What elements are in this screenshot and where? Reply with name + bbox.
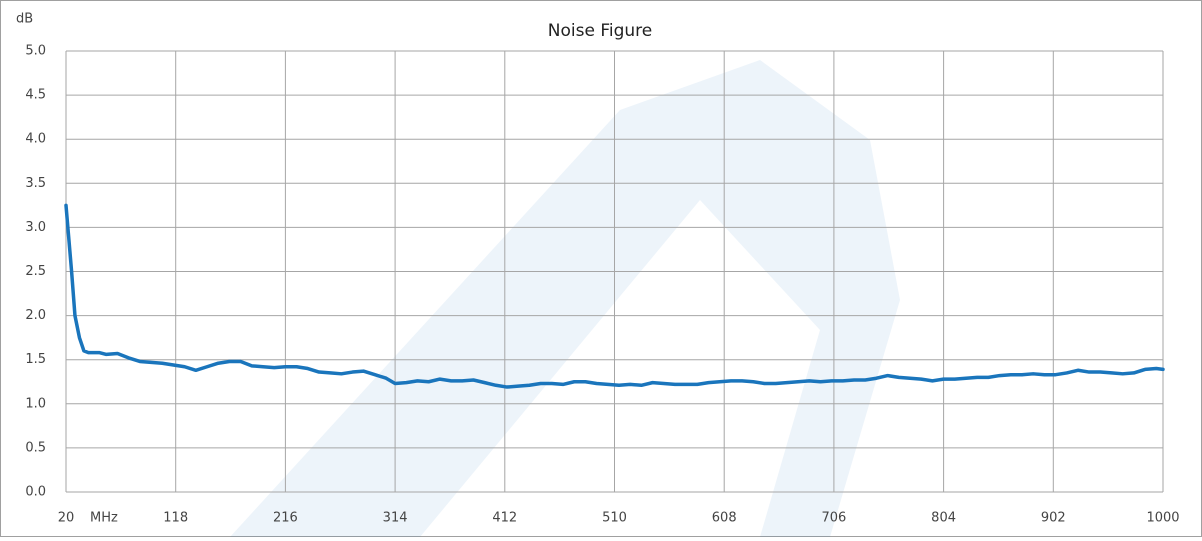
watermark xyxy=(230,60,900,537)
y-tick-label: 1.0 xyxy=(25,396,46,411)
y-tick-label: 4.5 xyxy=(25,88,46,103)
x-tick-label: 902 xyxy=(1041,511,1066,526)
y-axis-label: dB xyxy=(16,12,33,27)
y-tick-label: 0.5 xyxy=(25,440,46,455)
x-axis-label: MHz xyxy=(90,511,118,526)
y-tick-label: 1.5 xyxy=(25,352,46,367)
x-tick-label: 20 xyxy=(58,511,75,526)
x-tick-label: 216 xyxy=(273,511,298,526)
x-tick-label: 314 xyxy=(383,511,408,526)
chart-title: Noise Figure xyxy=(548,21,652,41)
x-tick-label: 118 xyxy=(163,511,188,526)
y-tick-label: 4.0 xyxy=(25,132,46,147)
y-tick-label: 3.5 xyxy=(25,176,46,191)
y-tick-label: 2.0 xyxy=(25,308,46,323)
x-tick-label: 510 xyxy=(602,511,627,526)
y-tick-label: 3.0 xyxy=(25,220,46,235)
y-tick-label: 2.5 xyxy=(25,264,46,279)
x-tick-label: 608 xyxy=(712,511,737,526)
x-tick-label: 804 xyxy=(931,511,956,526)
data-line xyxy=(64,203,1165,389)
x-tick-label: 1000 xyxy=(1146,511,1179,526)
x-tick-label: 412 xyxy=(492,511,517,526)
y-tick-label: 0.0 xyxy=(25,485,46,500)
y-tick-label: 5.0 xyxy=(25,44,46,59)
x-tick-label: 706 xyxy=(821,511,846,526)
